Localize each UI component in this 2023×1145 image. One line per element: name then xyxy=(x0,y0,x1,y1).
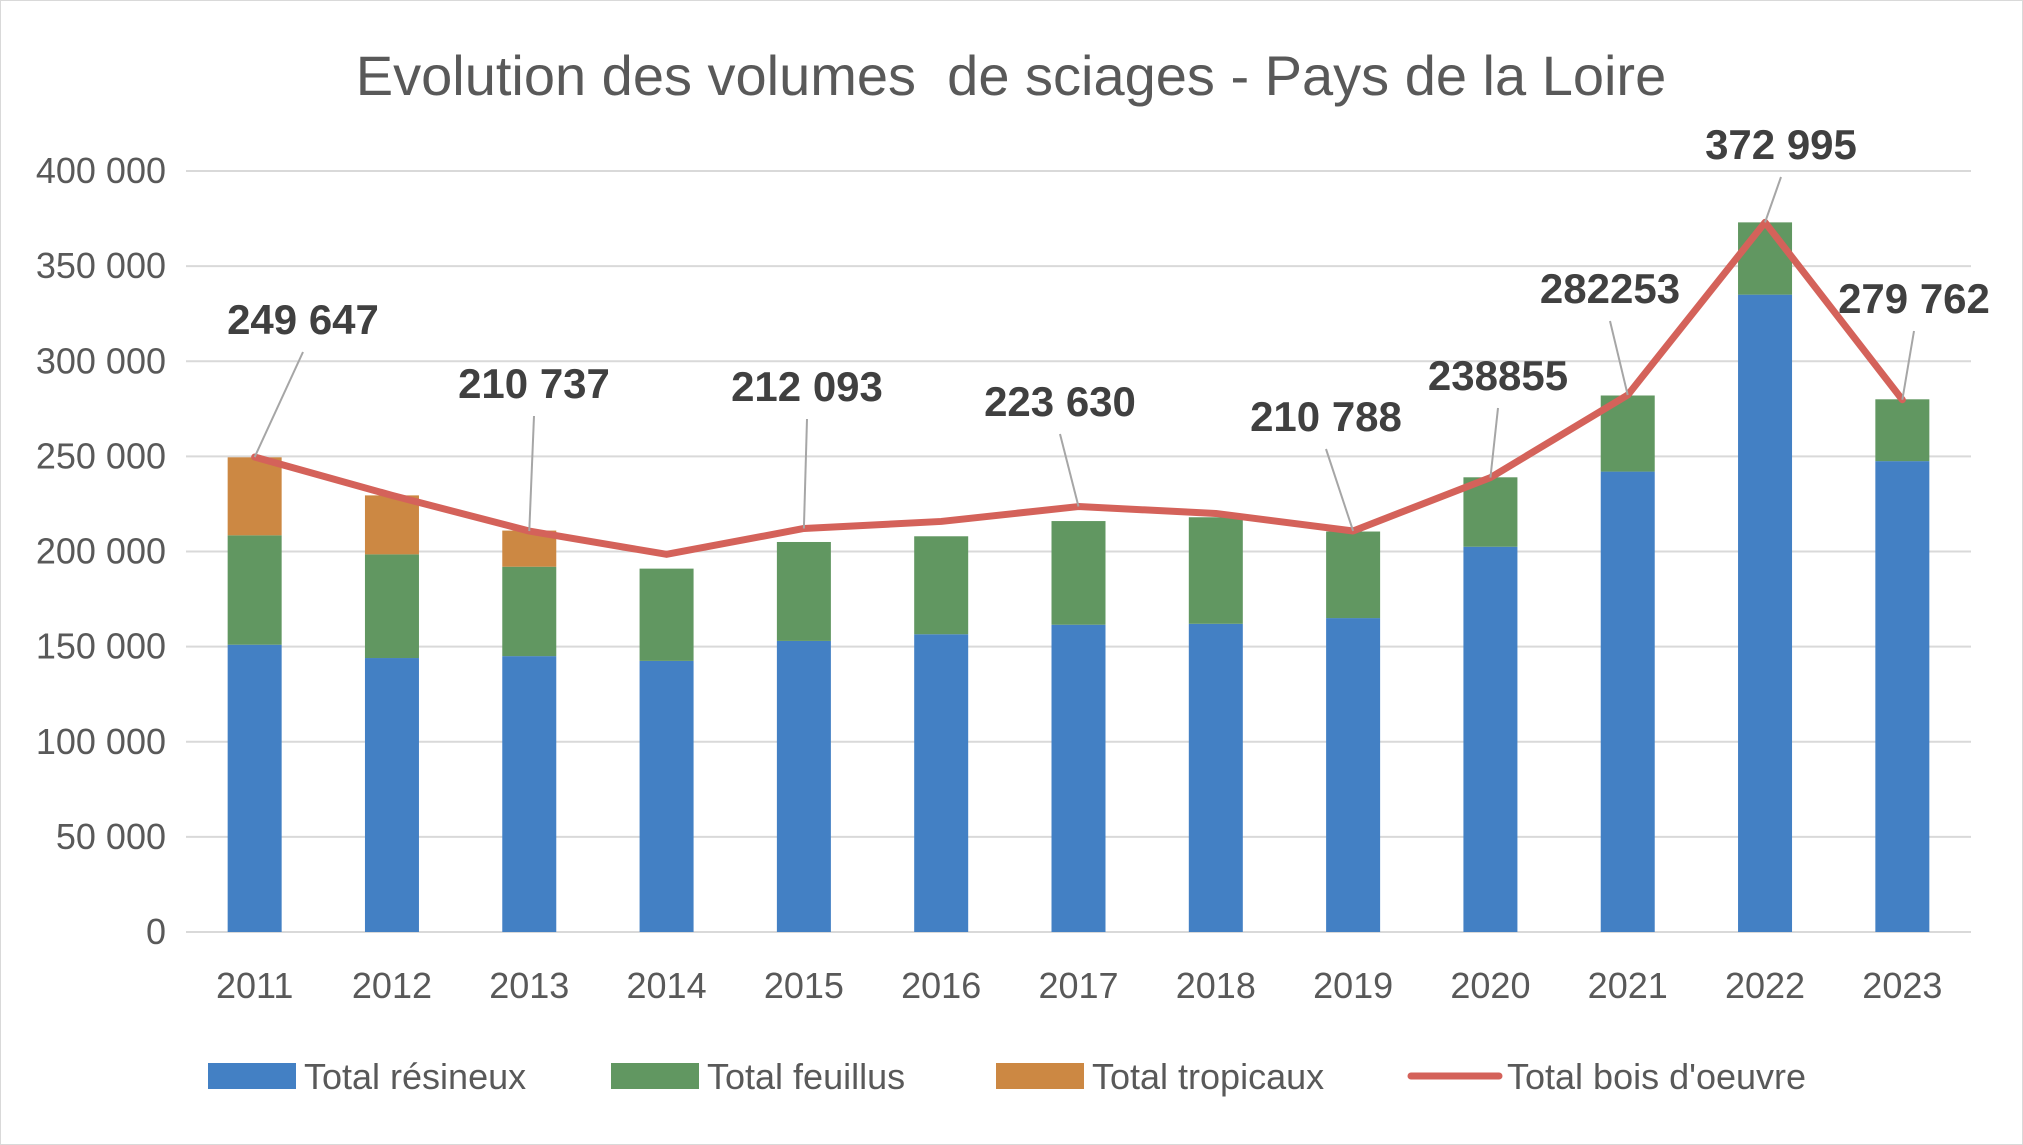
bar-total-feuillus-2014 xyxy=(639,568,694,661)
x-tick-label: 2016 xyxy=(901,965,981,1006)
bar-total-resineux-2019 xyxy=(1326,618,1381,932)
data-label-leader xyxy=(1325,448,1355,532)
legend-swatch-total-feuillus xyxy=(611,1063,699,1089)
bar-total-feuillus-2017 xyxy=(1051,521,1106,625)
y-tick-label: 0 xyxy=(146,911,166,952)
data-label-leader xyxy=(1059,433,1080,507)
data-label-2023: 279 762 xyxy=(1838,275,1990,322)
bar-total-feuillus-2016 xyxy=(914,536,969,635)
bar-total-feuillus-2012 xyxy=(364,554,419,659)
x-tick-label: 2014 xyxy=(627,965,707,1006)
data-label-leader xyxy=(528,415,535,532)
bar-total-resineux-2013 xyxy=(502,656,557,932)
data-labels: 249 647 210 737 212 093 223 630 210 788 23885… xyxy=(227,121,1990,532)
x-tick-label: 2011 xyxy=(216,965,293,1006)
bar-total-resineux-2011 xyxy=(227,644,282,932)
y-tick-label: 50 000 xyxy=(56,816,166,857)
data-label-2020: 238855 xyxy=(1428,352,1568,399)
data-label-leader xyxy=(1901,330,1915,400)
bar-total-feuillus-2018 xyxy=(1188,517,1243,624)
data-label-leader xyxy=(253,351,304,458)
x-tick-label: 2019 xyxy=(1313,965,1393,1006)
bar-total-feuillus-2011 xyxy=(227,535,282,645)
data-label-2011: 249 647 xyxy=(227,296,379,343)
legend-label-total-bois-d-oeuvre: Total bois d'oeuvre xyxy=(1507,1056,1806,1097)
data-label-2013: 210 737 xyxy=(458,360,610,407)
x-tick-label: 2022 xyxy=(1725,965,1805,1006)
bar-total-feuillus-2023 xyxy=(1875,399,1930,462)
chart-title: Evolution des volumes de sciages - Pays … xyxy=(356,44,1666,107)
x-tick-label: 2015 xyxy=(764,965,844,1006)
bar-total-tropicaux-2011 xyxy=(227,457,282,536)
bar-total-resineux-2014 xyxy=(639,660,694,932)
bar-total-feuillus-2020 xyxy=(1463,477,1518,547)
bar-total-resineux-2022 xyxy=(1738,294,1793,933)
data-label-2022: 372 995 xyxy=(1705,121,1857,168)
x-tick-label: 2018 xyxy=(1176,965,1256,1006)
bar-total-tropicaux-2012 xyxy=(364,495,419,555)
x-tick-label: 2023 xyxy=(1862,965,1942,1006)
data-label-leader xyxy=(1609,320,1629,396)
bar-total-feuillus-2019 xyxy=(1326,531,1381,619)
legend-label-total-tropicaux: Total tropicaux xyxy=(1092,1056,1324,1097)
data-label-2017: 223 630 xyxy=(984,378,1136,425)
legend-label-total-feuillus: Total feuillus xyxy=(707,1056,905,1097)
data-label-leader xyxy=(1489,407,1499,478)
bar-total-resineux-2012 xyxy=(364,658,419,932)
bars xyxy=(227,222,1930,933)
y-tick-label: 350 000 xyxy=(36,245,166,286)
y-tick-label: 150 000 xyxy=(36,626,166,667)
y-tick-label: 300 000 xyxy=(36,340,166,381)
bar-total-feuillus-2013 xyxy=(502,566,557,657)
legend-label-total-resineux: Total résineux xyxy=(304,1056,526,1097)
legend-swatch-total-tropicaux xyxy=(996,1063,1084,1089)
legend-swatch-total-resineux xyxy=(208,1063,296,1089)
bar-total-feuillus-2022 xyxy=(1738,222,1793,295)
bar-total-resineux-2018 xyxy=(1188,623,1243,932)
y-tick-label: 400 000 xyxy=(36,150,166,191)
bar-total-resineux-2015 xyxy=(776,640,831,932)
bar-total-resineux-2021 xyxy=(1600,471,1655,932)
x-tick-label: 2017 xyxy=(1038,965,1118,1006)
axes: 0 50 000 100 000 150 000 200 000 250 000 300 0… xyxy=(36,150,1943,1006)
y-tick-label: 200 000 xyxy=(36,531,166,572)
bar-total-feuillus-2015 xyxy=(776,541,831,641)
bar-total-resineux-2017 xyxy=(1051,624,1106,932)
bar-total-resineux-2020 xyxy=(1463,546,1518,932)
x-tick-label: 2021 xyxy=(1588,965,1668,1006)
x-tick-label: 2013 xyxy=(489,965,569,1006)
x-tick-label: 2012 xyxy=(352,965,432,1006)
bar-total-resineux-2016 xyxy=(914,634,969,932)
data-label-2021: 282253 xyxy=(1540,265,1680,312)
data-label-leader xyxy=(1764,176,1782,223)
y-tick-label: 250 000 xyxy=(36,435,166,476)
data-label-leader xyxy=(802,418,808,529)
data-label-2019: 210 788 xyxy=(1250,393,1402,440)
legend: Total résineux Total feuillus Total tropic… xyxy=(208,1056,1806,1097)
x-tick-label: 2020 xyxy=(1450,965,1530,1006)
y-tick-label: 100 000 xyxy=(36,721,166,762)
bar-total-resineux-2023 xyxy=(1875,461,1930,932)
data-label-2015: 212 093 xyxy=(731,363,883,410)
